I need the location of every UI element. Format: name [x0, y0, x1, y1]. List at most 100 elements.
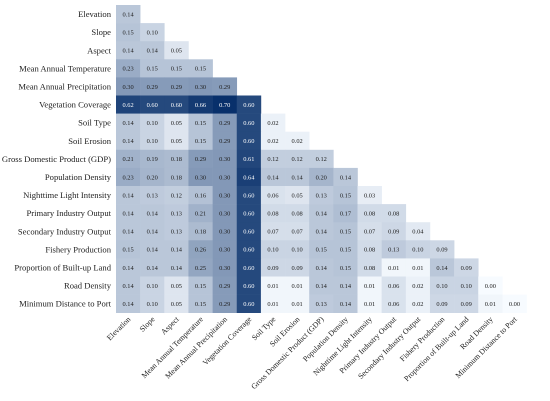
- heatmap-cell: [140, 23, 165, 42]
- heatmap-cell: [478, 294, 503, 313]
- cell-value-label: 0.21: [195, 210, 206, 217]
- cell-value-label: 0.15: [122, 29, 133, 36]
- heatmap-cell: [260, 222, 286, 241]
- row-label: Vegetation Coverage: [39, 100, 111, 110]
- cell-value-label: 0.15: [340, 247, 351, 254]
- heatmap-cell: [333, 186, 358, 205]
- heatmap-cell: [309, 204, 334, 223]
- cell-value-label: 0.04: [412, 229, 424, 236]
- cell-value-label: 0.15: [340, 192, 351, 199]
- cell-value-label: 0.08: [364, 265, 375, 272]
- cell-value-label: 0.14: [122, 11, 134, 18]
- heatmap-cell: [333, 294, 358, 313]
- cell-value-label: 0.07: [267, 229, 279, 236]
- heatmap-cell: [309, 240, 334, 259]
- cell-value-label: 0.18: [171, 156, 182, 163]
- heatmap-cell: [164, 186, 189, 205]
- cell-value-label: 0.29: [147, 84, 158, 91]
- cell-value-label: 0.12: [292, 156, 303, 163]
- column-label: Elevation: [105, 315, 133, 343]
- heatmap-cell: [309, 294, 334, 313]
- heatmap-cell: [333, 258, 358, 277]
- cell-value-label: 0.01: [485, 301, 496, 308]
- row-label: Proportion of Built-up Land: [14, 262, 111, 272]
- heatmap-cell: [357, 186, 382, 205]
- cell-value-label: 0.01: [292, 301, 303, 308]
- heatmap-cells: 0.14 0.15 0.10 0.14 0.14 0.05 0.23 0.15 0.15 0.15…: [116, 5, 527, 313]
- heatmap-cell: [212, 113, 238, 132]
- cell-value-label: 0.14: [292, 174, 304, 181]
- cell-value-label: 0.29: [219, 120, 230, 127]
- cell-value-label: 0.30: [195, 84, 206, 91]
- cell-value-label: 0.10: [436, 283, 447, 290]
- cell-value-label: 0.14: [316, 265, 328, 272]
- heatmap-cell: [309, 186, 334, 205]
- heatmap-cell: [381, 240, 407, 259]
- cell-value-label: 0.01: [267, 301, 278, 308]
- heatmap-cell: [454, 294, 479, 313]
- heatmap-cell: [405, 222, 431, 241]
- heatmap-cell: [333, 222, 358, 241]
- cell-value-label: 0.02: [292, 138, 303, 145]
- cell-value-label: 0.13: [388, 247, 399, 254]
- heatmap-cell: [260, 186, 286, 205]
- row-label: Mean Annual Precipitation: [18, 81, 111, 91]
- cell-value-label: 0.08: [267, 210, 278, 217]
- heatmap-cell: [188, 149, 213, 169]
- cell-value-label: 0.05: [171, 120, 182, 127]
- row-label: Minimum Distance to Port: [19, 299, 112, 309]
- cell-value-label: 0.60: [243, 265, 254, 272]
- cell-value-label: 0.13: [316, 301, 327, 308]
- heatmap-cell: [236, 204, 262, 223]
- heatmap-cell: [140, 222, 165, 241]
- heatmap-cell: [357, 294, 382, 313]
- heatmap-cell: [116, 258, 141, 277]
- heatmap-cell: [405, 258, 431, 277]
- cell-value-label: 0.30: [122, 84, 133, 91]
- heatmap-cell: [285, 276, 310, 295]
- cell-value-label: 0.14: [122, 301, 134, 308]
- heatmap-cell: [357, 222, 382, 241]
- cell-value-label: 0.06: [388, 301, 399, 308]
- cell-value-label: 0.14: [171, 247, 183, 254]
- cell-value-label: 0.60: [171, 102, 182, 109]
- cell-value-label: 0.15: [195, 66, 206, 73]
- heatmap-cell: [285, 240, 310, 259]
- heatmap-cell: [212, 276, 238, 295]
- cell-value-label: 0.60: [243, 229, 254, 236]
- cell-value-label: 0.20: [316, 174, 327, 181]
- heatmap-cell: [212, 77, 238, 96]
- heatmap-cell: [164, 204, 189, 223]
- cell-value-label: 0.12: [316, 156, 327, 163]
- cell-value-label: 0.17: [340, 210, 352, 217]
- cell-value-label: 0.14: [122, 120, 134, 127]
- heatmap-cell: [260, 240, 286, 259]
- heatmap-cell: [260, 113, 286, 132]
- cell-value-label: 0.01: [364, 283, 375, 290]
- cell-value-label: 0.15: [316, 247, 327, 254]
- cell-value-label: 0.08: [364, 247, 375, 254]
- cell-value-label: 0.30: [219, 229, 230, 236]
- cell-value-label: 0.02: [267, 120, 278, 127]
- heatmap-cell: [212, 131, 238, 151]
- cell-value-label: 0.29: [219, 283, 230, 290]
- cell-value-label: 0.14: [147, 229, 159, 236]
- heatmap-cell: [381, 258, 407, 277]
- cell-value-label: 0.30: [219, 210, 230, 217]
- cell-value-label: 0.60: [243, 120, 254, 127]
- heatmap-cell: [357, 276, 382, 295]
- cell-value-label: 0.05: [171, 48, 182, 55]
- heatmap-cell: [212, 204, 238, 223]
- heatmap-cell: [140, 294, 165, 313]
- cell-value-label: 0.13: [171, 229, 182, 236]
- cell-value-label: 0.14: [436, 265, 448, 272]
- cell-value-label: 0.12: [267, 156, 278, 163]
- cell-value-label: 0.14: [340, 301, 352, 308]
- cell-value-label: 0.60: [243, 283, 254, 290]
- cell-value-label: 0.14: [267, 174, 279, 181]
- cell-value-label: 0.14: [147, 247, 159, 254]
- cell-value-label: 0.14: [316, 210, 328, 217]
- heatmap-cell: [164, 240, 189, 259]
- heatmap-cell: [188, 95, 213, 114]
- heatmap-cell: [140, 95, 165, 114]
